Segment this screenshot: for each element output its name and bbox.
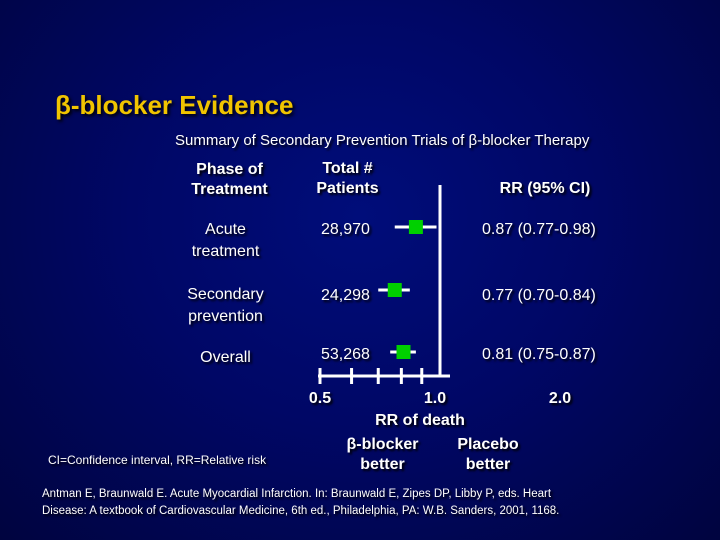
row-acute-rr: 0.87 (0.77-0.98) [482,221,596,238]
row-secondary-phase-line2: prevention [188,308,263,325]
footnote: CI=Confidence interval, RR=Relative risk [48,453,267,467]
row-overall-phase: Overall [168,347,283,369]
row-overall-patients: 53,268 [321,346,370,363]
header-phase-line2: Treatment [191,181,268,198]
point-marker-2 [396,345,411,359]
row-acute-phase: Acute treatment [168,219,283,263]
axis-right-line1: Placebo [457,436,519,453]
row-secondary-patients: 24,298 [321,287,370,304]
row-overall-rr: 0.81 (0.75-0.87) [482,346,596,363]
axis-title: RR of death [375,412,465,429]
header-total: Total # Patients [300,159,395,199]
row-acute-patients: 28,970 [321,221,370,238]
title-beta: β [55,90,71,120]
citation-line1: Antman E, Braunwald E. Acute Myocardial … [42,488,552,500]
slide-subtitle: Summary of Secondary Prevention Trials o… [175,132,590,149]
row-acute-phase-line2: treatment [191,243,260,260]
header-total-line2: Patients [316,180,379,197]
point-marker-0 [408,220,423,234]
header-phase: Phase of Treatment [172,160,287,200]
citation-line2: Disease: A textbook of Cardiovascular Me… [42,505,560,517]
axis-tick-label-mid: 1.0 [423,390,447,407]
slide-title: β-blocker Evidence [55,90,293,121]
header-phase-line1: Phase of [196,161,263,178]
axis-tick-label-low: 0.5 [308,390,332,407]
row-secondary-phase-line1: Secondary [187,286,264,303]
row-acute-phase-line1: Acute [205,221,246,238]
axis-right-line2: better [465,456,511,473]
point-marker-1 [387,283,402,297]
row-secondary-phase: Secondary prevention [168,284,283,328]
axis-tick-label-high: 2.0 [548,390,572,407]
axis-left-line2: better [360,456,405,473]
header-total-line1: Total # [322,160,373,177]
axis-right-annotation: Placebo better [438,435,538,475]
axis-left-line1: β-blocker [346,436,419,453]
row-secondary-rr: 0.77 (0.70-0.84) [482,287,596,304]
header-rr: RR (95% CI) [499,180,591,197]
title-text: -blocker Evidence [70,90,294,120]
row-overall-phase-line1: Overall [200,349,251,366]
axis-left-annotation: β-blocker better [325,435,440,475]
citation: Antman E, Braunwald E. Acute Myocardial … [42,486,559,520]
